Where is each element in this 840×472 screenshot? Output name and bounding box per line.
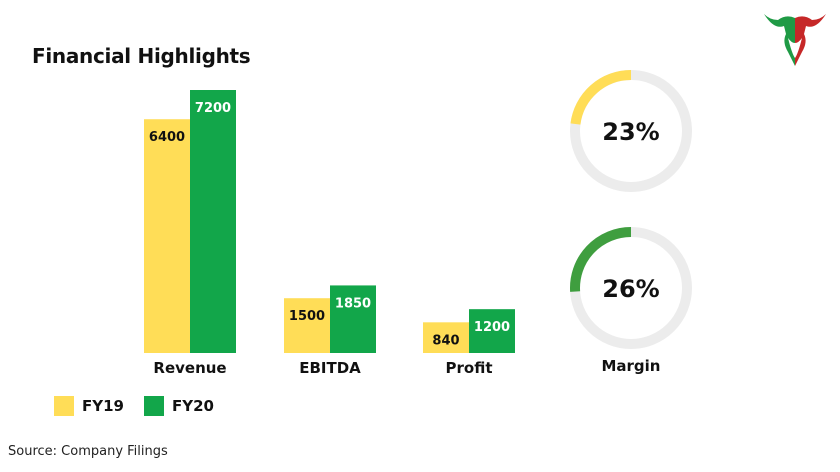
data-label-ebitda-fy19: 1500 <box>289 309 325 324</box>
margin-label: Margin <box>601 357 660 375</box>
category-label-revenue: Revenue <box>153 359 226 377</box>
legend-swatch-fy19 <box>54 396 74 416</box>
legend-label-fy20: FY20 <box>172 397 214 415</box>
legend-item-fy20: FY20 <box>144 396 214 416</box>
bar-profit-fy19 <box>423 322 469 353</box>
margin-value-label: 23% <box>602 118 659 146</box>
data-label-profit-fy19: 840 <box>432 333 459 348</box>
bar-revenue-fy20 <box>190 90 236 353</box>
bull-logo-icon <box>760 8 830 72</box>
margin-ring-arc <box>570 70 632 125</box>
margin-value-label: 26% <box>602 275 659 303</box>
data-label-profit-fy20: 1200 <box>474 320 510 335</box>
category-label-profit: Profit <box>446 359 493 377</box>
bar-revenue-fy19 <box>144 119 190 353</box>
source-note: Source: Company Filings <box>8 444 168 459</box>
chart-title: Financial Highlights <box>32 44 251 68</box>
data-label-ebitda-fy20: 1850 <box>335 296 371 311</box>
bar-ebitda-fy19 <box>284 298 330 353</box>
bar-ebitda-fy20 <box>330 285 376 353</box>
legend-swatch-fy20 <box>144 396 164 416</box>
margin-ring-arc <box>570 227 632 292</box>
category-label-ebitda: EBITDA <box>299 359 361 377</box>
data-label-revenue-fy19: 6400 <box>149 130 185 145</box>
data-label-revenue-fy20: 7200 <box>195 101 231 116</box>
legend-label-fy19: FY19 <box>82 397 124 415</box>
legend-item-fy19: FY19 <box>54 396 124 416</box>
bar-profit-fy20 <box>469 309 515 353</box>
